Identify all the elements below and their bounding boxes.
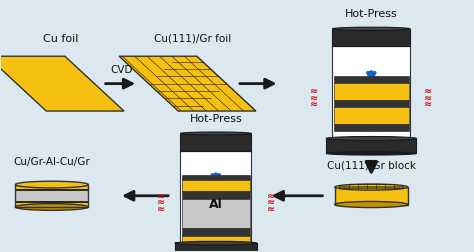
Polygon shape	[119, 56, 256, 111]
Bar	[15, 189, 88, 191]
Bar	[326, 138, 416, 153]
Text: Cu/Gr-Al-Cu/Gr: Cu/Gr-Al-Cu/Gr	[13, 158, 90, 168]
Bar	[334, 76, 409, 83]
Bar	[181, 134, 251, 151]
Bar	[182, 192, 250, 199]
Ellipse shape	[175, 241, 257, 245]
Bar	[182, 199, 250, 228]
Bar	[182, 236, 250, 243]
Text: Cu(111)/Gr block: Cu(111)/Gr block	[327, 161, 416, 171]
Ellipse shape	[15, 204, 88, 210]
Ellipse shape	[326, 137, 416, 140]
Text: ≈: ≈	[310, 93, 319, 104]
Bar	[15, 185, 88, 189]
Text: Cu foil: Cu foil	[43, 34, 78, 44]
Text: ≈: ≈	[310, 100, 319, 110]
Bar	[332, 46, 410, 138]
Text: Hot-Press: Hot-Press	[345, 9, 398, 19]
Text: ≈: ≈	[156, 204, 165, 214]
Bar	[334, 124, 409, 131]
Bar	[182, 228, 250, 236]
Ellipse shape	[335, 184, 408, 190]
Bar	[182, 175, 250, 180]
Text: ≈: ≈	[267, 198, 275, 208]
Bar	[15, 184, 88, 207]
Bar	[182, 180, 250, 192]
Text: ≈: ≈	[310, 87, 319, 97]
Text: ≈: ≈	[424, 87, 432, 97]
Text: Cu(111)/Gr foil: Cu(111)/Gr foil	[154, 34, 231, 44]
Polygon shape	[0, 56, 124, 111]
Ellipse shape	[332, 27, 410, 30]
Ellipse shape	[335, 201, 408, 208]
Bar	[334, 100, 409, 107]
Bar	[332, 29, 410, 46]
Text: ≈: ≈	[267, 204, 275, 214]
Ellipse shape	[326, 152, 416, 155]
Bar	[15, 191, 88, 201]
Ellipse shape	[15, 181, 88, 188]
Bar	[334, 83, 409, 100]
Text: CVD: CVD	[110, 65, 133, 75]
Text: Hot-Press: Hot-Press	[190, 113, 242, 123]
Bar	[15, 201, 88, 203]
Text: ≈: ≈	[156, 192, 165, 202]
Text: ≈: ≈	[424, 93, 432, 104]
Text: ≈: ≈	[156, 198, 165, 208]
Bar	[334, 107, 409, 124]
Bar	[15, 203, 88, 207]
Text: ≈: ≈	[424, 100, 432, 110]
Bar	[335, 187, 408, 205]
Bar	[181, 151, 251, 243]
Bar	[175, 243, 257, 252]
Text: ≈: ≈	[267, 192, 275, 202]
Ellipse shape	[181, 132, 251, 135]
Text: Al: Al	[209, 198, 223, 211]
